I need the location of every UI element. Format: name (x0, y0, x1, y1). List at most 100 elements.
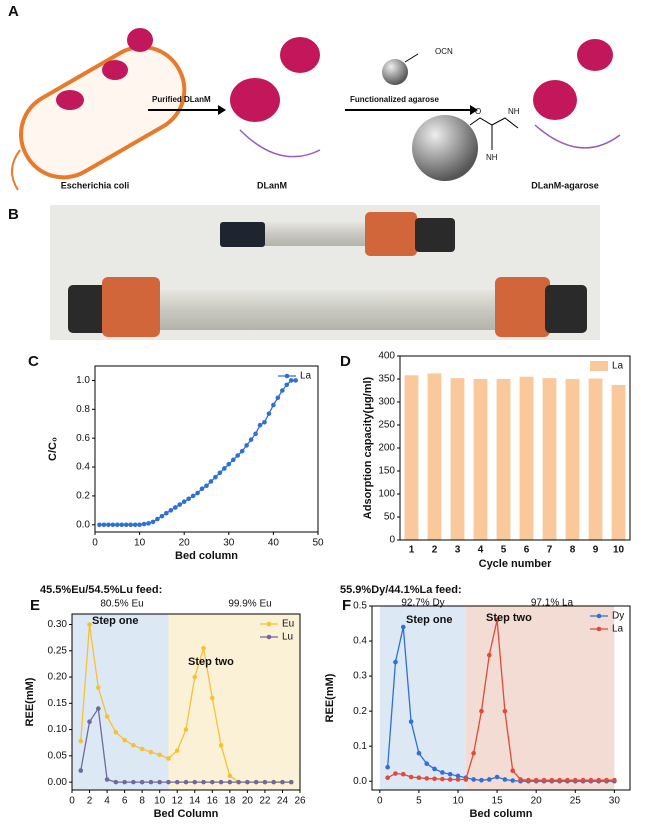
bar (404, 375, 419, 540)
x-tick-label: 10 (613, 545, 625, 556)
x-tick-label: 40 (268, 538, 280, 549)
panel-label: D (340, 353, 351, 370)
data-point (393, 771, 398, 776)
y-tick-label: 0.2 (76, 491, 90, 502)
x-tick-label: 0 (377, 796, 383, 807)
x-tick-label: 4 (104, 796, 110, 807)
data-point (400, 771, 406, 777)
column-cap (102, 277, 160, 337)
data-point (174, 779, 180, 785)
x-tick-label: 5 (501, 545, 507, 556)
panel-label: C (28, 353, 39, 370)
data-point (87, 622, 92, 627)
legend-marker (266, 621, 272, 627)
data-point (159, 513, 165, 519)
y-axis-label: REE(mM) (324, 673, 336, 722)
flagellum (11, 149, 21, 191)
data-point (612, 777, 617, 783)
legend-label: La (300, 371, 312, 382)
chart: 0 2 4 6 8 10 12 14 16 18 20 22 24 260.000.050.100.150… (24, 584, 306, 820)
data-point (494, 774, 500, 780)
legend-label: La (612, 361, 624, 372)
data-point (96, 706, 101, 711)
data-point (248, 437, 254, 442)
x-tick-label: 7 (547, 545, 553, 556)
data-point (122, 779, 127, 785)
y-tick-label: 300 (378, 397, 395, 408)
data-point (408, 719, 414, 724)
data-point (146, 521, 151, 526)
y-tick-label: 0.25 (48, 645, 68, 656)
data-point (166, 756, 171, 761)
y-tick-label: 0.20 (48, 672, 68, 683)
data-point (148, 779, 154, 785)
data-point (226, 461, 232, 467)
bar (496, 379, 511, 540)
column-cap (545, 285, 587, 333)
x-tick-label: 30 (609, 796, 621, 807)
annotation: Step two (188, 656, 234, 668)
column-cap (495, 277, 550, 337)
x-tick-label: 2 (87, 796, 93, 807)
shaded-region (72, 614, 169, 790)
data-point (123, 522, 129, 528)
annotation: Step one (92, 615, 138, 627)
data-point (150, 519, 156, 525)
x-tick-label: 8 (570, 545, 576, 556)
data-point (526, 777, 531, 783)
annotation: Step one (406, 614, 452, 626)
data-point (199, 486, 205, 491)
x-tick-label: 4 (478, 545, 484, 556)
data-point (253, 779, 259, 785)
data-point (236, 779, 241, 785)
plot-frame (399, 355, 631, 541)
x-tick-label: 10 (452, 796, 464, 807)
step-label: Purified DLanM (152, 95, 211, 104)
y-tick-label: 0.6 (76, 433, 90, 444)
series-line (99, 379, 296, 526)
data-point (262, 419, 267, 425)
data-point (157, 779, 162, 785)
data-point (157, 752, 162, 758)
chem-label: NH (508, 107, 520, 116)
x-tick-label: 24 (277, 796, 289, 807)
data-point (222, 466, 227, 471)
column-cap (220, 222, 265, 247)
y-tick-label: 0.10 (48, 724, 68, 735)
data-point (141, 521, 147, 527)
data-point (549, 777, 555, 783)
data-point (288, 779, 294, 785)
data-point (447, 777, 453, 782)
shaded-region (465, 606, 615, 790)
data-point (293, 378, 299, 383)
data-point (424, 776, 430, 781)
column (140, 290, 520, 330)
panel-label: F (342, 597, 351, 614)
annotation: 92.7% Dy (401, 598, 444, 609)
data-point (239, 448, 245, 454)
column-cap (68, 285, 110, 333)
x-axis-label: Bed column (470, 808, 533, 820)
data-point (164, 510, 169, 516)
data-point (101, 522, 107, 528)
diagram-label: Escherichia coli (61, 180, 130, 190)
arrowhead (470, 105, 478, 115)
bar (588, 378, 603, 540)
proteins (56, 28, 613, 122)
y-axis-label: C/C₀ (47, 437, 59, 461)
data-point (471, 777, 476, 782)
data-point (201, 645, 206, 651)
x-tick-label: 30 (223, 538, 235, 549)
data-point (186, 496, 191, 502)
data-point (131, 779, 136, 785)
data-point (541, 777, 547, 783)
photo-b: B (8, 205, 600, 340)
data-point (227, 779, 233, 785)
data-point (181, 499, 187, 504)
x-tick-label: 3 (455, 545, 461, 556)
data-point (588, 777, 594, 783)
data-point (96, 685, 101, 690)
x-tick-label: 16 (207, 796, 219, 807)
panel-label: B (8, 206, 19, 223)
x-tick-label: 6 (122, 796, 128, 807)
